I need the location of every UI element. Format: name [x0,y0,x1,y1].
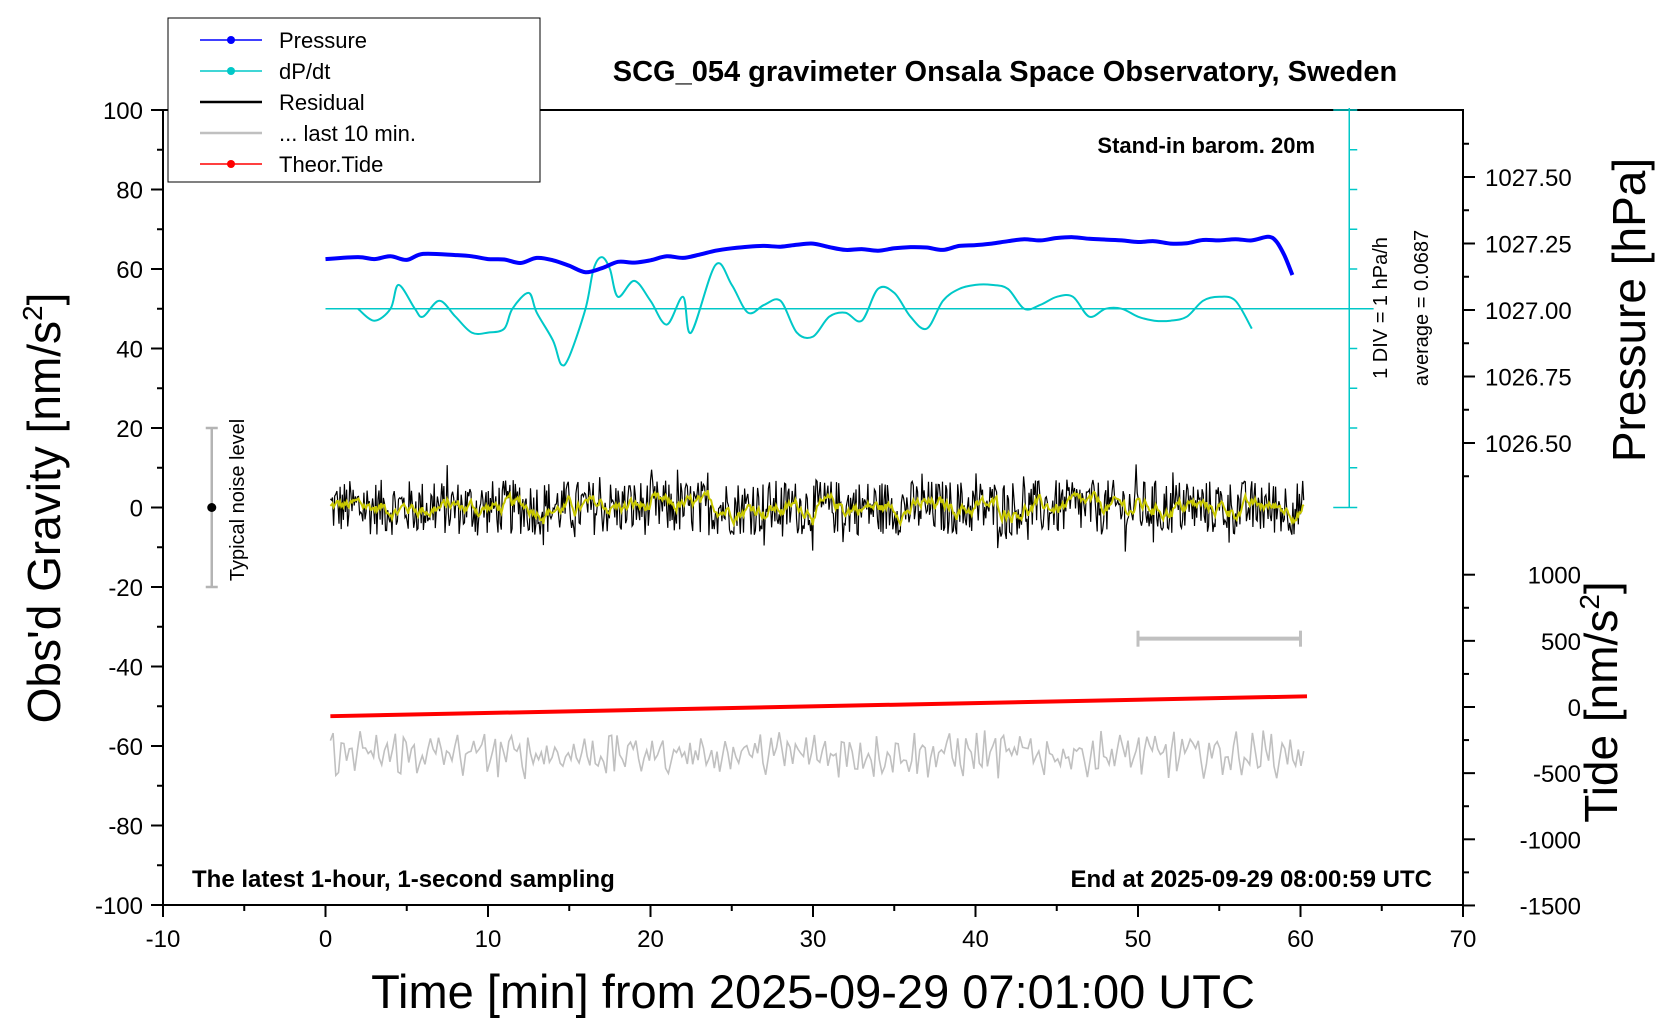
y-tick-label: 80 [116,178,143,205]
pressure-tick-label: 1027.00 [1485,298,1572,325]
legend-marker [227,160,235,168]
legend-box [167,17,541,183]
y-axis-ticks: 100 80 60 40 20 0 -20 -40 -60 -80 -100 [95,98,163,920]
x-tick-label: 20 [637,926,664,953]
x-tick-label: 40 [962,926,989,953]
x-axis-label: Time [min] from 2025-09-29 07:01:00 UTC [371,965,1255,1018]
y-tick-label: 40 [116,337,143,364]
y-tick-label: 0 [130,496,143,523]
pressure-line [325,234,1295,276]
pressure-tick-label: 1027.25 [1485,232,1572,259]
pressure-axis-ticks: 1027.50 1027.25 1027.00 1026.75 1026.50 [1463,142,1572,478]
tide-tick-label: -500 [1533,761,1581,788]
bottom-left-note: The latest 1-hour, 1-second sampling [192,866,615,893]
x-tick-label: 10 [475,926,502,953]
tide-label-end: ] [1575,581,1627,594]
y-label-left-sup: 2 [17,305,48,321]
y-label-left-end: ] [18,293,70,306]
div-note: 1 DIV = 1 hPa/h [1370,237,1392,379]
pressure-tick-label: 1026.50 [1485,431,1572,458]
tide-line [330,694,1308,719]
barometer-note: Stand-in barom. 20m [1097,133,1315,158]
tide-axis-label: Tide [nm/s2] [1574,581,1627,822]
tide-label-main: Tide [nm/s [1575,610,1627,823]
tide-tick-label: -1000 [1520,827,1581,854]
residual-smoothed-line [329,490,1305,528]
x-axis-ticks: -10 0 10 20 30 40 50 60 70 [146,905,1477,953]
noise-center-dot [207,503,217,512]
y-tick-label: -60 [108,734,143,761]
x-tick-label: -10 [146,926,181,953]
dpdt-line [357,256,1253,367]
x-tick-label: 70 [1450,926,1477,953]
tide-label-sup: 2 [1574,594,1605,610]
legend: Pressure dP/dt Residual ... last 10 min. The… [167,17,541,183]
average-note: average = 0.0687 [1411,230,1433,386]
legend-marker [227,36,235,44]
tide-tick-label: -1500 [1520,893,1581,920]
y-tick-label: 20 [116,416,143,443]
residual-line [329,464,1305,552]
bottom-right-note: End at 2025-09-29 08:00:59 UTC [1071,866,1433,893]
legend-label: Theor.Tide [279,152,383,177]
tide-tick-label: 1000 [1528,563,1581,590]
y-tick-label: -80 [108,814,143,841]
legend-label: ... last 10 min. [279,121,416,146]
pressure-tick-label: 1027.50 [1485,165,1572,192]
tide-axis-ticks: 1000 500 0 -500 -1000 -1500 [1463,563,1581,920]
y-tick-label: 60 [116,257,143,284]
legend-label: dP/dt [279,59,330,84]
dpdt-division-scale [1333,108,1358,509]
legend-label: Residual [279,90,365,115]
pressure-axis-label: Pressure [hPa] [1603,158,1655,462]
y-tick-label: -20 [108,575,143,602]
pressure-tick-label: 1026.75 [1485,365,1572,392]
x-tick-label: 0 [319,926,332,953]
chart-title: SCG_054 gravimeter Onsala Space Observat… [613,56,1397,88]
last-10-min-line [329,730,1305,780]
y-tick-label: 100 [103,98,143,125]
tide-tick-label: 500 [1541,629,1581,656]
legend-marker [227,67,235,75]
y-tick-label: -100 [95,893,143,920]
x-tick-label: 60 [1287,926,1314,953]
series-layer [205,234,1374,780]
x-tick-label: 50 [1125,926,1152,953]
noise-note: Typical noise level [227,419,249,581]
y-tick-label: -40 [108,655,143,682]
y-axis-label-left: Obs'd Gravity [nm/s2] [17,293,70,724]
y-label-left-main: Obs'd Gravity [nm/s [18,321,70,723]
x-tick-label: 30 [800,926,827,953]
legend-label: Pressure [279,28,367,53]
tide-tick-label: 0 [1568,695,1581,722]
